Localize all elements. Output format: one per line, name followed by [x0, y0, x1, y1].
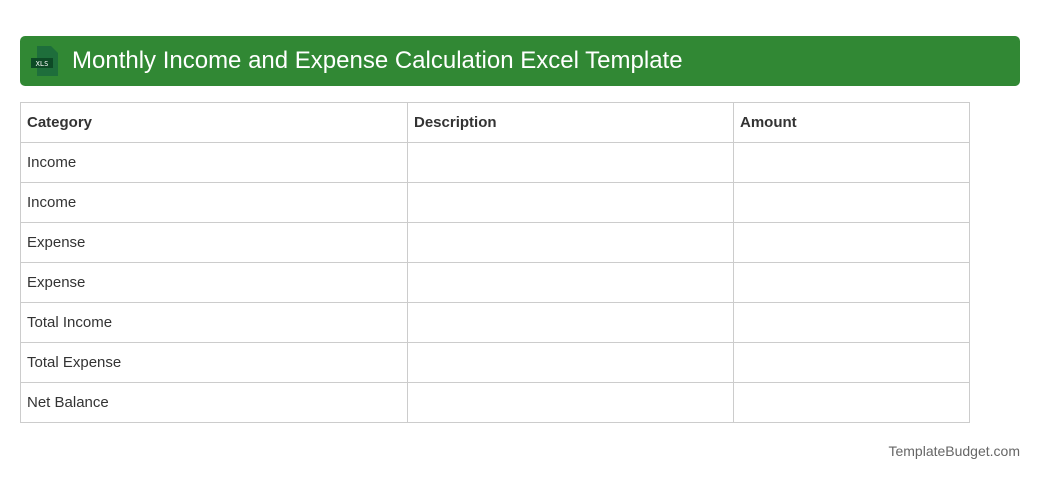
footer-brand[interactable]: TemplateBudget.com [888, 443, 1020, 459]
table-row: Total Expense [20, 342, 970, 383]
table-cell [733, 302, 970, 343]
table-cell [733, 262, 970, 303]
table-cell: Total Income [20, 302, 408, 343]
table-row: Expense [20, 222, 970, 263]
table-row: Total Income [20, 302, 970, 343]
table-cell [733, 342, 970, 383]
header-banner: XLS Monthly Income and Expense Calculati… [20, 36, 1020, 86]
table-row: Expense [20, 262, 970, 303]
column-header: Description [407, 102, 734, 143]
page-title: Monthly Income and Expense Calculation E… [72, 47, 683, 74]
table-cell [407, 182, 734, 223]
table-cell [407, 342, 734, 383]
table-cell: Income [20, 182, 408, 223]
table-cell [407, 262, 734, 303]
table-cell: Expense [20, 222, 408, 263]
table-cell: Income [20, 142, 408, 183]
table-header-row: Category Description Amount [20, 102, 970, 143]
column-header: Category [20, 102, 408, 143]
table-cell [733, 142, 970, 183]
table-cell [407, 142, 734, 183]
table-row: Income [20, 142, 970, 183]
xls-file-icon: XLS [31, 46, 58, 76]
data-table: Category Description Amount Income Income… [20, 102, 970, 423]
table-cell [733, 222, 970, 263]
svg-text:XLS: XLS [36, 60, 49, 68]
table-cell [733, 182, 970, 223]
table-cell [733, 382, 970, 423]
table-row: Net Balance [20, 382, 970, 423]
table-cell [407, 222, 734, 263]
table-cell [407, 382, 734, 423]
table-cell [407, 302, 734, 343]
table-row: Income [20, 182, 970, 223]
table-cell: Net Balance [20, 382, 408, 423]
table-cell: Total Expense [20, 342, 408, 383]
column-header: Amount [733, 102, 970, 143]
table-cell: Expense [20, 262, 408, 303]
